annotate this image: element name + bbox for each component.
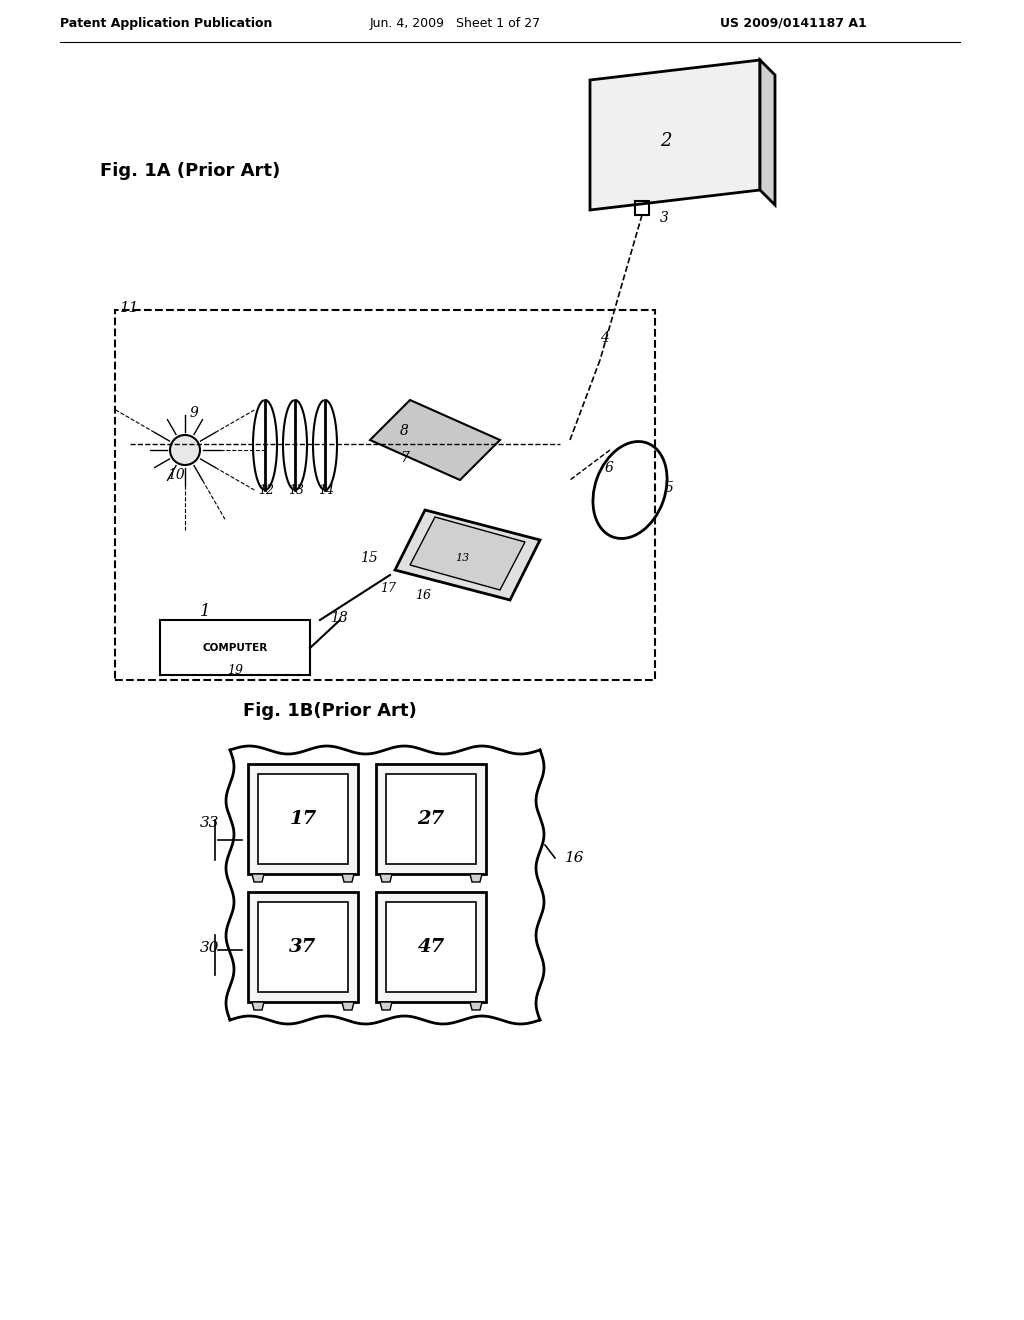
FancyBboxPatch shape	[386, 902, 476, 993]
Text: 10: 10	[167, 469, 184, 482]
Text: 8: 8	[400, 424, 409, 438]
FancyBboxPatch shape	[258, 774, 348, 865]
Polygon shape	[470, 1002, 482, 1010]
Polygon shape	[252, 1002, 264, 1010]
Text: 3: 3	[660, 211, 669, 224]
Text: 12: 12	[258, 484, 274, 498]
Text: US 2009/0141187 A1: US 2009/0141187 A1	[720, 17, 866, 30]
Text: 27: 27	[418, 810, 444, 828]
FancyBboxPatch shape	[386, 774, 476, 865]
Text: 7: 7	[400, 451, 409, 465]
Polygon shape	[470, 874, 482, 882]
Text: 30: 30	[200, 941, 219, 954]
Polygon shape	[395, 510, 540, 601]
Text: 17: 17	[380, 582, 396, 595]
Bar	[160, 620, 310, 675]
Text: Jun. 4, 2009   Sheet 1 of 27: Jun. 4, 2009 Sheet 1 of 27	[370, 17, 541, 30]
Text: 16: 16	[565, 851, 585, 865]
Polygon shape	[252, 874, 264, 882]
Text: Fig. 1A (Prior Art): Fig. 1A (Prior Art)	[100, 162, 281, 180]
Text: 15: 15	[360, 550, 378, 565]
Text: 13: 13	[455, 553, 469, 564]
Polygon shape	[410, 517, 525, 590]
Text: 17: 17	[290, 810, 316, 828]
Text: 14: 14	[318, 484, 334, 498]
Polygon shape	[342, 1002, 354, 1010]
Text: 33: 33	[200, 816, 219, 830]
Bar	[635, 201, 649, 215]
Polygon shape	[342, 874, 354, 882]
Text: 2: 2	[660, 132, 672, 150]
Text: COMPUTER: COMPUTER	[203, 643, 267, 653]
Bar	[115, 310, 655, 680]
Text: Patent Application Publication: Patent Application Publication	[60, 17, 272, 30]
Circle shape	[170, 436, 200, 465]
Text: 6: 6	[605, 461, 613, 475]
Text: 37: 37	[290, 939, 316, 956]
Text: 18: 18	[330, 611, 348, 624]
FancyBboxPatch shape	[376, 764, 486, 874]
Polygon shape	[760, 59, 775, 205]
Text: 13: 13	[288, 484, 304, 498]
Text: 4: 4	[600, 331, 609, 345]
FancyBboxPatch shape	[376, 892, 486, 1002]
FancyBboxPatch shape	[248, 892, 358, 1002]
FancyBboxPatch shape	[258, 902, 348, 993]
Text: 16: 16	[415, 589, 431, 602]
Polygon shape	[590, 59, 760, 210]
Text: 47: 47	[418, 939, 444, 956]
Text: 11: 11	[120, 301, 139, 315]
FancyBboxPatch shape	[248, 764, 358, 874]
Text: 19: 19	[227, 664, 243, 676]
Polygon shape	[380, 874, 392, 882]
Text: 1: 1	[200, 603, 211, 620]
Polygon shape	[380, 1002, 392, 1010]
Polygon shape	[370, 400, 500, 480]
Text: 9: 9	[190, 407, 199, 420]
Text: 5: 5	[665, 480, 674, 495]
Text: Fig. 1B(Prior Art): Fig. 1B(Prior Art)	[243, 702, 417, 719]
